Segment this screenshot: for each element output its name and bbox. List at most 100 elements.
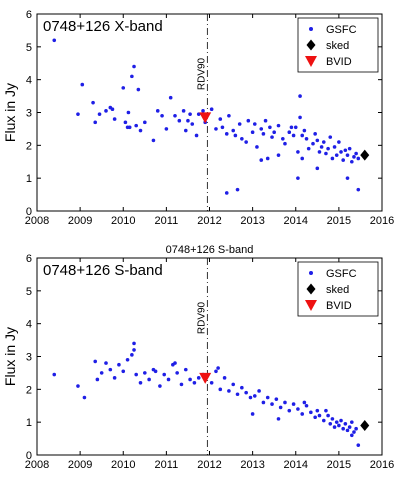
data-point-gsfc: [209, 107, 214, 112]
data-point-gsfc: [347, 146, 352, 151]
y-tick-label: 4: [26, 319, 32, 331]
data-point-gsfc: [283, 400, 287, 405]
data-point-gsfc: [328, 422, 333, 426]
data-point-gsfc: [339, 418, 343, 423]
data-point-gsfc: [218, 387, 223, 392]
data-point-gsfc: [183, 367, 188, 372]
data-point-gsfc: [337, 140, 341, 144]
legend-marker-bvid: [305, 56, 317, 67]
legend-marker-gsfc: [309, 271, 313, 275]
legend-marker-bvid: [305, 300, 317, 311]
x-tick-label: 2015: [327, 459, 351, 471]
data-point-gsfc: [130, 353, 134, 357]
data-point-gsfc: [224, 191, 229, 195]
data-point-gsfc: [175, 371, 179, 375]
data-point-gsfc: [265, 395, 270, 400]
y-tick-label: 1: [26, 173, 32, 185]
x-tick-label: 2008: [25, 459, 49, 471]
x-tick-label: 2012: [197, 215, 221, 227]
data-point-gsfc: [252, 122, 257, 126]
y-tick-label: 0: [26, 450, 32, 462]
x-tick-label: 2010: [111, 215, 135, 227]
legend-label: GSFC: [326, 268, 357, 280]
y-tick-label: 5: [26, 42, 32, 54]
data-point-gsfc: [324, 151, 328, 156]
data-point-gsfc: [112, 117, 117, 121]
data-point-gsfc: [177, 118, 182, 123]
data-point-gsfc: [324, 408, 328, 413]
data-point-gsfc: [235, 392, 240, 397]
data-point-sked: [360, 149, 370, 161]
chart-title: 0748+126 S-band: [166, 244, 254, 256]
data-point-gsfc: [313, 415, 317, 420]
data-point-gsfc: [134, 123, 138, 128]
y-tick-label: 0: [26, 206, 32, 218]
data-point-gsfc: [183, 128, 188, 133]
data-point-gsfc: [274, 397, 279, 401]
x-tick-label: 2009: [68, 215, 92, 227]
data-point-gsfc: [326, 146, 330, 151]
data-point-gsfc: [130, 74, 134, 79]
data-point-gsfc: [321, 418, 326, 423]
chart-panel-1: 2008 2009 2010 2011 2012 2013 2014 2015 2016 0 1 2 3…: [2, 9, 394, 227]
chart-panel-2: 2008 2009 2010 2011 2012 2013 2014 2015 2016 0 1 2 3…: [2, 244, 394, 471]
data-point-gsfc: [263, 118, 268, 123]
data-point-gsfc: [214, 369, 218, 374]
data-point-gsfc: [76, 112, 80, 116]
data-point-gsfc: [345, 428, 350, 433]
data-point-gsfc: [291, 133, 296, 138]
x-tick-label: 2015: [327, 215, 351, 227]
data-point-gsfc: [281, 136, 285, 141]
data-point-gsfc: [188, 377, 192, 382]
data-point-gsfc: [356, 156, 361, 161]
data-point-gsfc: [190, 122, 195, 126]
data-point-gsfc: [341, 426, 345, 431]
data-point-gsfc: [350, 433, 354, 438]
data-point-gsfc: [296, 150, 300, 154]
data-point-gsfc: [291, 402, 296, 406]
y-tick-label: 1: [26, 417, 32, 429]
data-point-gsfc: [95, 377, 100, 382]
data-point-gsfc: [244, 390, 248, 395]
data-point-gsfc: [158, 384, 162, 388]
data-point-gsfc: [246, 118, 251, 123]
data-point-bvid: [199, 112, 212, 124]
data-point-gsfc: [345, 153, 350, 157]
data-point-gsfc: [162, 372, 167, 377]
data-point-gsfc: [261, 400, 266, 405]
data-point-bvid: [199, 372, 212, 384]
data-point-gsfc: [276, 153, 281, 157]
data-point-gsfc: [136, 87, 141, 92]
data-point-gsfc: [160, 113, 164, 118]
y-tick-label: 3: [26, 108, 32, 120]
y-tick-label: 2: [26, 384, 32, 396]
data-point-gsfc: [354, 151, 358, 156]
data-point-gsfc: [341, 158, 345, 162]
data-point-gsfc: [350, 420, 354, 424]
data-point-gsfc: [99, 371, 104, 375]
data-point-gsfc: [218, 117, 223, 121]
data-point-gsfc: [227, 113, 231, 118]
data-point-gsfc: [179, 382, 184, 387]
data-point-gsfc: [52, 372, 57, 377]
data-point-gsfc: [104, 109, 108, 113]
data-point-gsfc: [173, 113, 177, 118]
y-axis-label: Flux in Jy: [2, 83, 18, 142]
data-point-gsfc: [194, 133, 199, 138]
data-point-gsfc: [240, 385, 244, 390]
data-point-gsfc: [201, 109, 205, 113]
data-point-gsfc: [240, 136, 244, 141]
data-point-gsfc: [104, 361, 108, 365]
x-tick-label: 2014: [284, 215, 308, 227]
x-tick-label: 2013: [240, 459, 264, 471]
data-point-gsfc: [123, 120, 128, 125]
data-point-gsfc: [304, 403, 309, 408]
data-point-gsfc: [334, 420, 339, 424]
data-point-gsfc: [309, 410, 313, 415]
legend-label: BVID: [326, 56, 352, 68]
y-axis-label: Flux in Jy: [2, 327, 18, 386]
data-point-gsfc: [82, 395, 87, 400]
data-point-gsfc: [173, 361, 177, 365]
reference-line-label: RDV90: [196, 57, 207, 90]
